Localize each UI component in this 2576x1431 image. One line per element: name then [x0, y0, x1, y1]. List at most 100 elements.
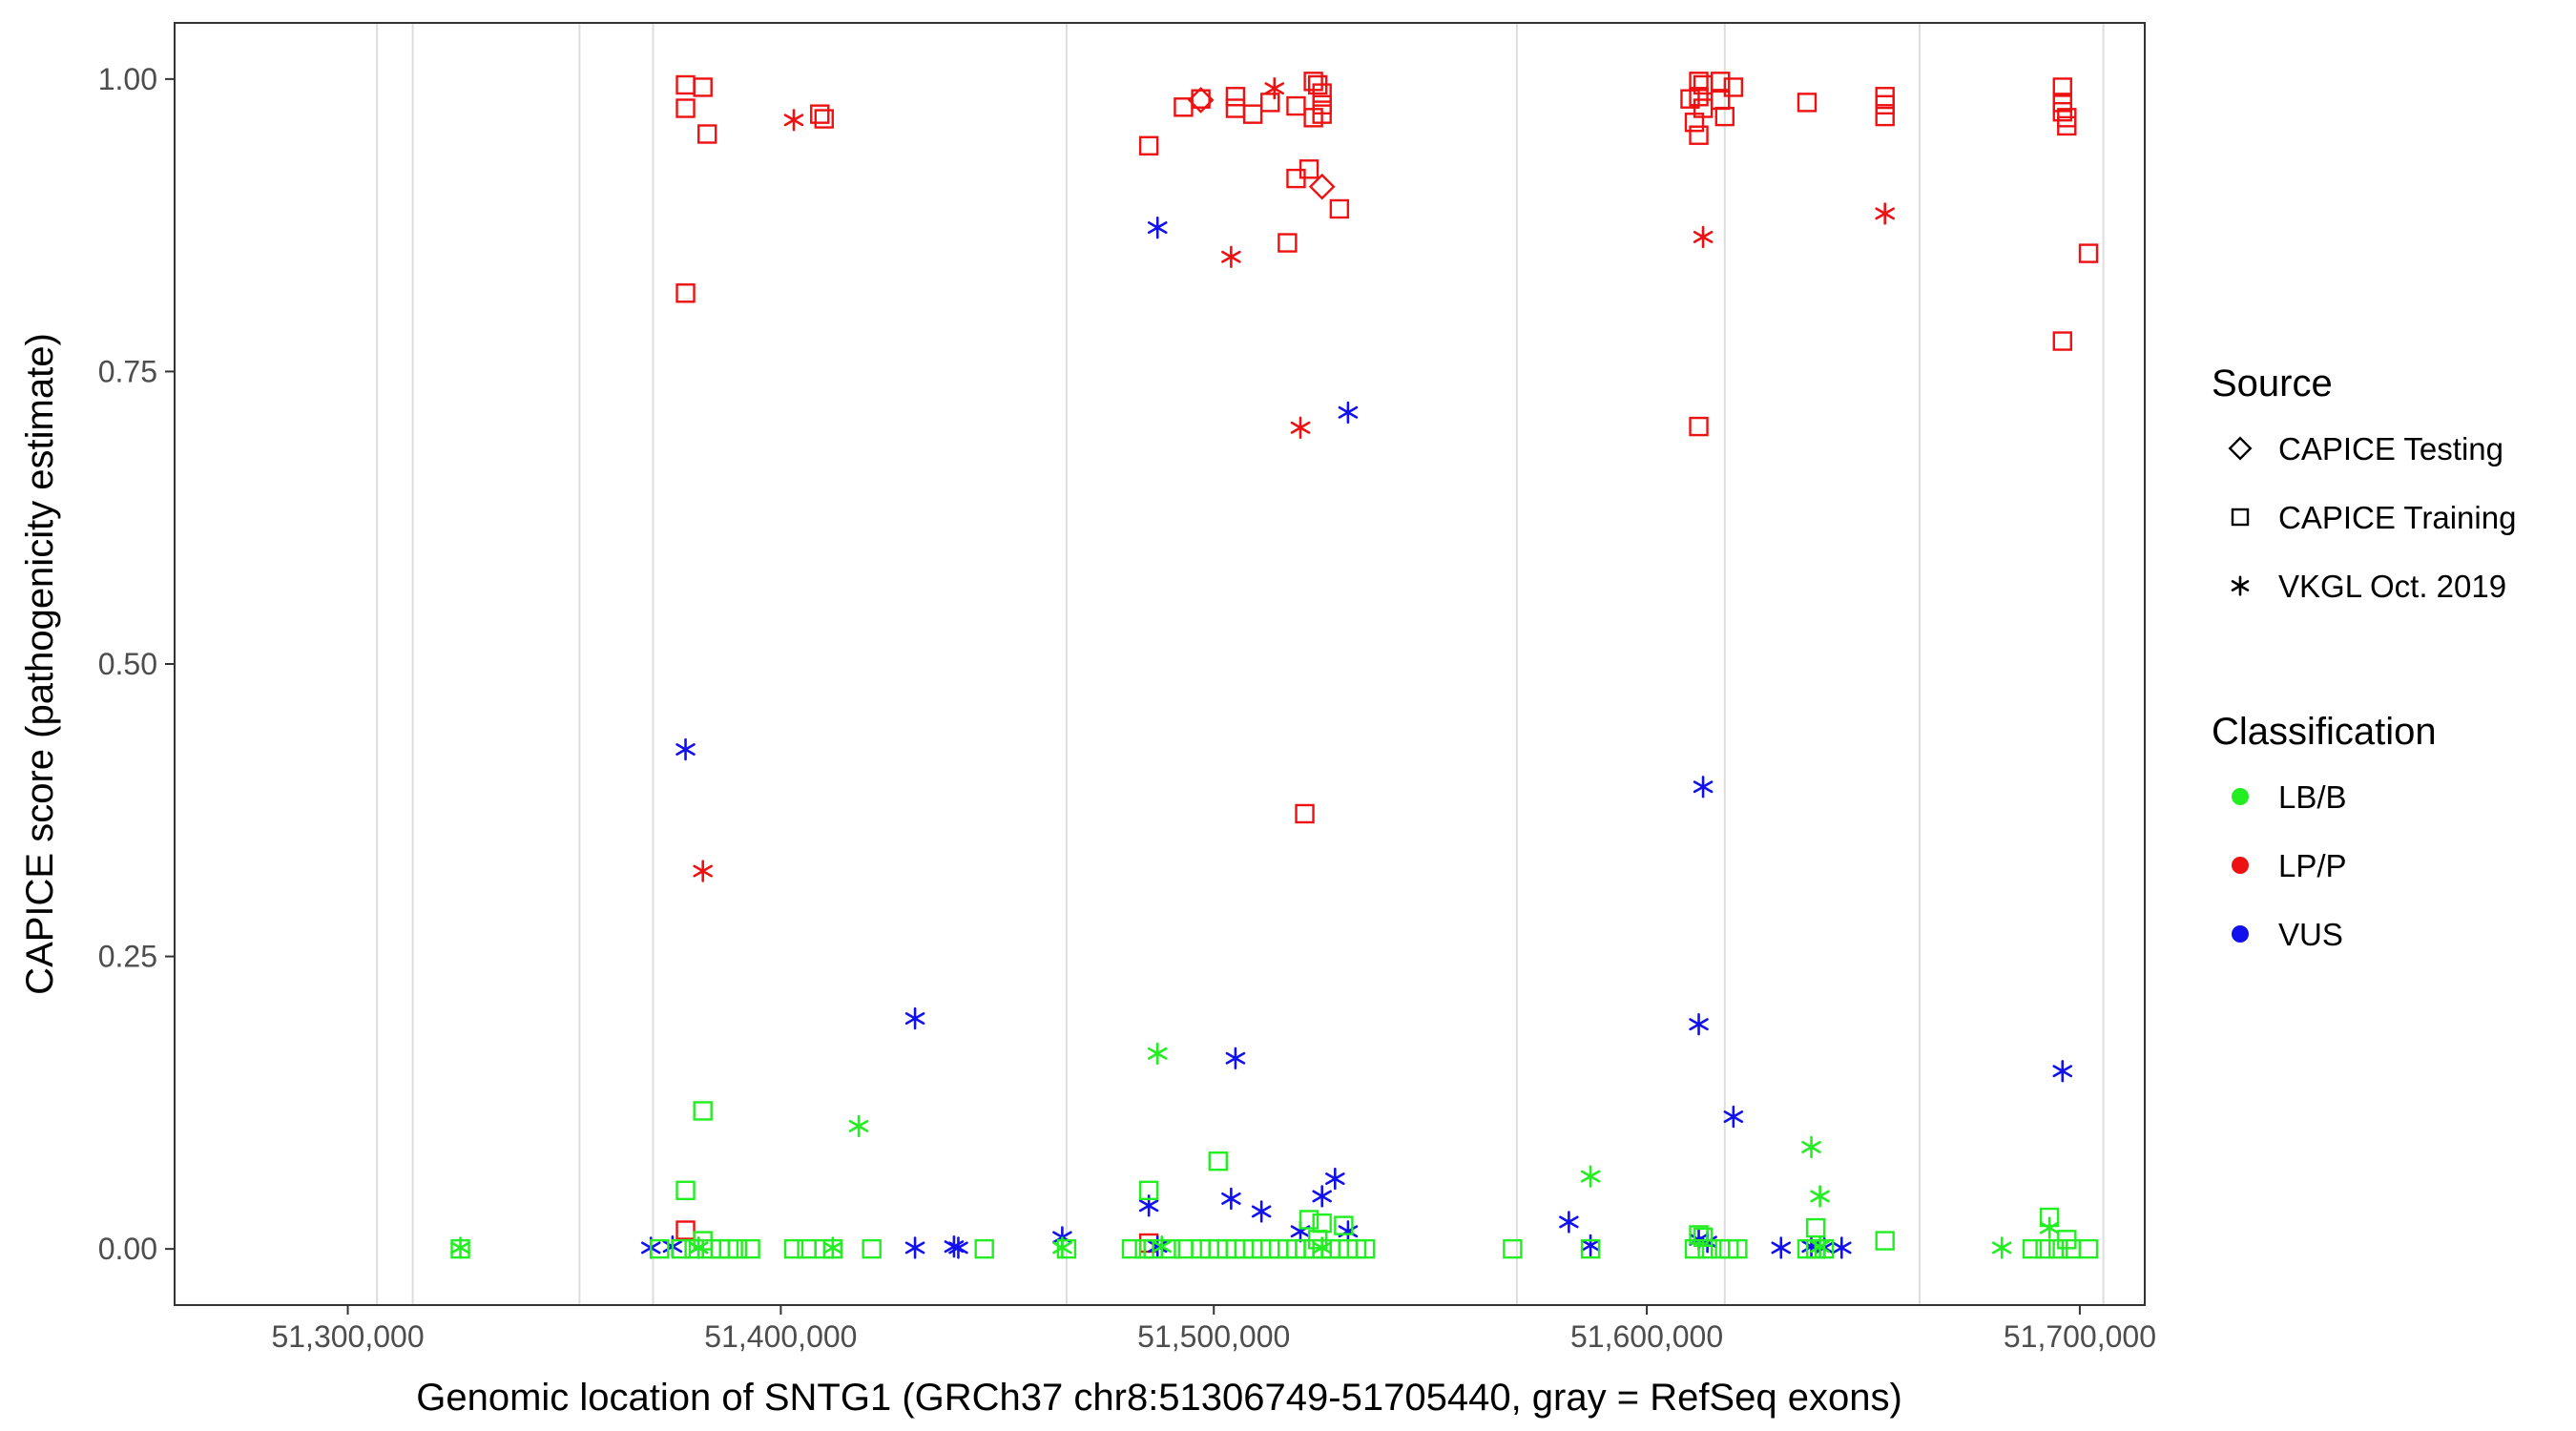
data-point: [948, 1236, 968, 1259]
data-point: [1723, 77, 1744, 97]
data-point: [1290, 416, 1311, 439]
legend-source-label: VKGL Oct. 2019: [2278, 569, 2506, 604]
legend-source-key: [2231, 575, 2250, 596]
data-point: [1312, 83, 1332, 103]
data-point: [810, 104, 830, 124]
data-point: [1814, 1238, 1835, 1259]
data-point: [1329, 198, 1350, 219]
data-point: [675, 737, 696, 761]
legend-classification-key: [2232, 925, 2249, 943]
data-point: [693, 1101, 713, 1121]
legend-source-key: [2231, 508, 2250, 527]
data-point: [1355, 1238, 1376, 1259]
data-point: [1325, 1167, 1345, 1191]
data-point: [1056, 1238, 1077, 1259]
data-point: [1689, 1013, 1709, 1036]
data-point: [693, 77, 713, 97]
data-point: [671, 1238, 692, 1259]
data-point: [1295, 803, 1315, 824]
y-tick-label: 0.75: [98, 354, 157, 388]
data-point: [740, 1238, 760, 1259]
legend-classification-key: [2232, 857, 2249, 874]
data-point: [1771, 1236, 1792, 1259]
data-point: [2052, 77, 2072, 97]
x-tick-label: 51,700,000: [2004, 1319, 2156, 1354]
data-point: [1875, 94, 1895, 115]
legend-classification-label: LB/B: [2278, 779, 2347, 815]
x-tick-label: 51,400,000: [704, 1319, 857, 1354]
data-point: [1801, 1135, 1821, 1159]
data-point: [675, 1180, 696, 1201]
data-point: [1723, 1105, 1744, 1129]
data-point: [862, 1238, 882, 1259]
x-axis: 51,300,000 51,400,000 51,500,000 51,600,000…: [271, 1305, 2156, 1354]
data-point: [1308, 173, 1336, 200]
data-point: [2052, 331, 2072, 351]
exon-lines: [376, 23, 2105, 1305]
legend-classification-key: [2232, 788, 2249, 805]
data-point: [1689, 72, 1709, 92]
data-point: [1147, 216, 1168, 239]
data-point: [727, 1238, 748, 1259]
data-point: [1147, 1042, 1168, 1066]
data-point: [1875, 106, 1895, 127]
data-point: [1187, 87, 1215, 114]
data-point: [1225, 87, 1246, 107]
data-point: [1689, 125, 1709, 145]
data-markers: [450, 72, 2099, 1259]
y-tick-label: 0.25: [98, 940, 157, 974]
data-point: [1278, 233, 1298, 253]
x-tick-label: 51,500,000: [1137, 1319, 1290, 1354]
data-point: [1714, 106, 1735, 127]
legend-classification-title: Classification: [2212, 711, 2437, 753]
x-axis-label: Genomic location of SNTG1 (GRCh37 chr8:5…: [416, 1377, 1902, 1419]
data-point: [904, 1006, 925, 1030]
data-point: [2057, 115, 2077, 136]
data-point: [675, 1220, 696, 1240]
data-point: [1121, 1238, 1142, 1259]
data-point: [814, 109, 834, 129]
data-point: [1693, 225, 1714, 249]
data-point: [450, 1238, 470, 1259]
data-point: [693, 860, 713, 882]
y-axis-label: CAPICE score (pathogenicity estimate): [19, 333, 61, 995]
data-point: [1580, 1234, 1601, 1257]
data-point: [1298, 1210, 1319, 1230]
data-point: [1559, 1211, 1579, 1234]
data-point: [1805, 1217, 1826, 1238]
data-point: [1684, 1238, 1705, 1259]
legend-source-title: Source: [2212, 363, 2333, 404]
data-point: [2048, 1238, 2068, 1259]
legend-classification-label: VUS: [2278, 917, 2343, 952]
data-point: [1286, 95, 1306, 116]
legend-classification-label: LP/P: [2278, 848, 2347, 883]
data-point: [848, 1114, 869, 1138]
data-point: [650, 1238, 670, 1259]
x-tick-label: 51,600,000: [1570, 1319, 1723, 1354]
data-point: [2035, 1238, 2055, 1259]
data-point: [1334, 1215, 1354, 1235]
legend-classification: Classification LB/B LP/P VUS: [2212, 711, 2437, 952]
data-point: [904, 1236, 925, 1259]
data-point: [1264, 77, 1285, 100]
data-point: [2039, 1216, 2060, 1239]
data-point: [2022, 1238, 2043, 1259]
data-point: [2052, 101, 2072, 122]
data-point: [2078, 1238, 2099, 1259]
data-point: [1697, 1238, 1717, 1259]
data-point: [1260, 93, 1280, 113]
data-point: [1138, 1180, 1159, 1201]
data-point: [783, 109, 804, 132]
data-point: [1503, 1238, 1523, 1259]
data-point: [1191, 89, 1211, 109]
legend-source-key: [2228, 436, 2253, 461]
data-point: [675, 283, 696, 303]
data-point: [1160, 1238, 1181, 1259]
data-point: [1810, 1185, 1830, 1208]
data-point: [675, 98, 696, 118]
data-point: [1728, 1238, 1748, 1259]
data-point: [1689, 416, 1709, 437]
data-point: [1991, 1236, 2012, 1259]
data-point: [1208, 1151, 1228, 1172]
